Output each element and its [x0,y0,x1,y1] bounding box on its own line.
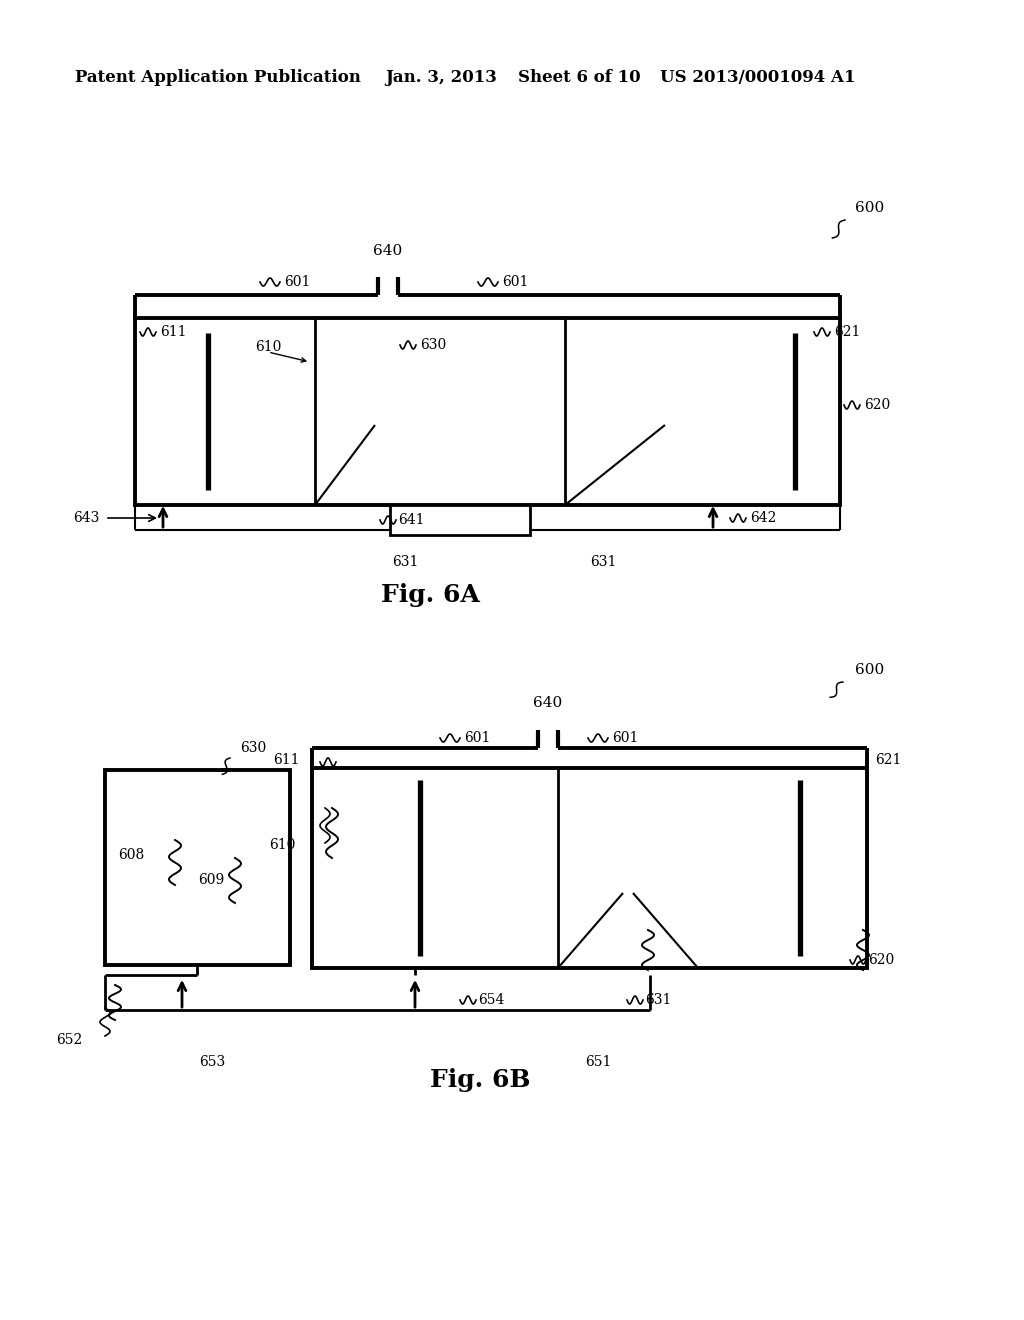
Bar [105,770,290,965]
Text: Fig. 6A: Fig. 6A [381,583,479,607]
Text: 600: 600 [855,201,885,215]
Text: 608: 608 [118,847,144,862]
Text: 653: 653 [199,1055,225,1069]
Text: 643: 643 [74,511,100,525]
Text: 610: 610 [255,341,282,354]
Bar [390,506,530,535]
Text: 601: 601 [612,731,638,744]
Text: Sheet 6 of 10: Sheet 6 of 10 [518,70,641,87]
Text: 601: 601 [284,275,310,289]
Text: 641: 641 [398,513,425,527]
Text: 630: 630 [420,338,446,352]
Text: Patent Application Publication: Patent Application Publication [75,70,360,87]
Text: 609: 609 [198,873,224,887]
Text: 631: 631 [392,554,418,569]
Text: 640: 640 [534,696,562,710]
Text: 640: 640 [374,244,402,257]
Text: 620: 620 [864,399,890,412]
Text: 631: 631 [645,993,672,1007]
Text: Fig. 6B: Fig. 6B [430,1068,530,1092]
Text: 651: 651 [585,1055,611,1069]
Bar [312,768,867,968]
Text: 600: 600 [855,663,885,677]
Text: 642: 642 [750,511,776,525]
Text: 631: 631 [590,554,616,569]
Text: 654: 654 [478,993,505,1007]
Text: 610: 610 [268,838,295,851]
Text: US 2013/0001094 A1: US 2013/0001094 A1 [660,70,855,87]
Text: 601: 601 [502,275,528,289]
Text: 621: 621 [874,752,901,767]
Text: 620: 620 [868,953,894,968]
Text: 630: 630 [240,741,266,755]
Text: 601: 601 [464,731,490,744]
Text: 611: 611 [273,752,300,767]
Text: 611: 611 [160,325,186,339]
Text: 652: 652 [55,1034,82,1047]
Text: Jan. 3, 2013: Jan. 3, 2013 [385,70,497,87]
Text: 621: 621 [834,325,860,339]
Bar [135,318,840,506]
